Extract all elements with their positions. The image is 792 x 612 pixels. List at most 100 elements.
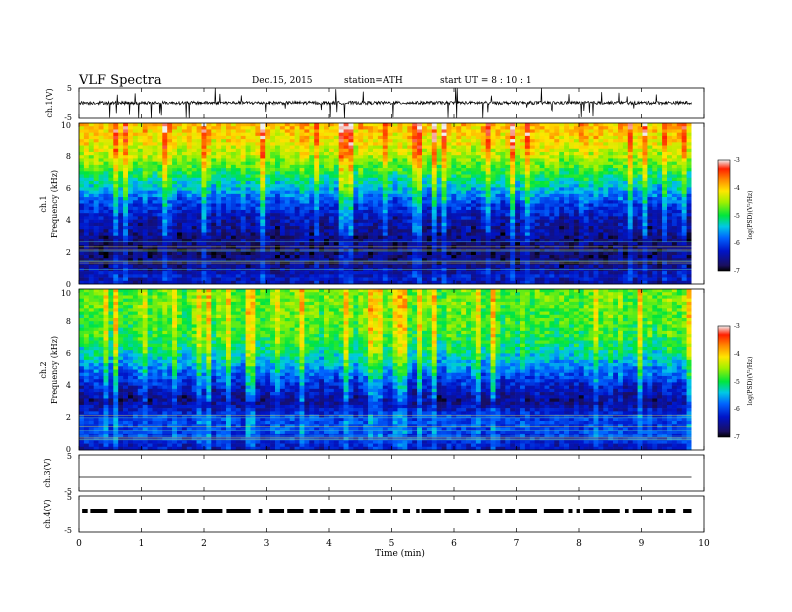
spectrogram-cell — [363, 139, 369, 143]
spectrogram-cell — [216, 142, 222, 146]
spectrogram-cell — [279, 251, 286, 256]
spectrogram-cell — [83, 229, 90, 233]
spectrogram-cell — [377, 219, 384, 224]
spectrogram-cell — [373, 132, 379, 137]
spectrogram-cell — [275, 209, 281, 214]
spectrogram-cell — [510, 203, 516, 208]
spectrogram-cell — [98, 200, 104, 204]
spectrogram-cell — [422, 277, 428, 282]
spectrogram-cell — [128, 184, 134, 188]
spectrogram-cell — [392, 267, 398, 272]
spectrogram-cell — [324, 222, 330, 227]
spectrogram-cell — [177, 251, 183, 256]
spectrogram-cell — [436, 129, 442, 133]
spectrogram-cell — [436, 226, 442, 230]
spectrogram-cell — [377, 139, 384, 143]
spectrogram-cell — [495, 222, 501, 227]
spectrogram-cell — [211, 135, 217, 140]
spectrogram-cell — [505, 248, 511, 253]
spectrogram-cell — [93, 145, 99, 150]
spectrogram-cell — [402, 274, 408, 278]
spectrogram-cell — [417, 174, 423, 179]
spectrogram-cell — [348, 216, 354, 220]
spectrogram-cell — [343, 135, 349, 140]
spectrogram-cell — [539, 251, 545, 256]
spectrogram-cell — [132, 187, 139, 191]
spectrogram-cell — [275, 200, 281, 204]
spectrogram-cell — [88, 197, 94, 201]
spectrogram-cell — [299, 145, 305, 150]
spectrogram-cell — [245, 216, 251, 220]
spectrogram-cell — [348, 135, 354, 140]
spectrogram-cell — [461, 139, 467, 143]
spectrogram-cell — [299, 168, 305, 172]
spectrogram-cell — [118, 139, 124, 143]
spectrogram-cell — [299, 255, 305, 259]
spectrogram-cell — [485, 229, 491, 233]
spectrogram-cell — [275, 184, 281, 188]
spectrogram-cell — [333, 161, 339, 166]
spectrogram-cell — [466, 187, 472, 191]
spectrogram-cell — [382, 200, 388, 204]
spectrogram-cell — [559, 216, 565, 220]
spectrogram-cell — [373, 255, 379, 259]
spectrogram-cell — [441, 158, 447, 162]
spectrogram-cell — [226, 123, 232, 127]
spectrogram-cell — [270, 206, 276, 211]
spectrogram-cell — [426, 155, 433, 159]
spectrogram-cell — [216, 151, 222, 156]
spectrogram-cell — [299, 242, 305, 246]
spectrogram-cell — [265, 129, 271, 133]
spectrogram-cell — [456, 213, 462, 217]
spectrogram-cell — [186, 219, 192, 224]
spectrogram-cell — [373, 151, 379, 156]
spectrogram-cell — [524, 126, 531, 130]
spectrogram-cell — [167, 242, 173, 246]
spectrogram-cell — [324, 132, 330, 137]
spectrogram-cell — [181, 238, 188, 243]
spectrogram-cell — [475, 222, 482, 227]
spectrogram-cell — [373, 177, 379, 182]
spectrogram-cell — [436, 164, 442, 169]
spectrogram-cell — [328, 190, 335, 195]
spectrogram-cell — [240, 232, 246, 236]
spectrogram-cell — [544, 184, 550, 188]
spectrogram-cell — [304, 145, 310, 150]
spectrogram-cell — [392, 123, 398, 127]
spectrogram-cell — [250, 164, 256, 169]
spectrogram-cell — [515, 177, 521, 182]
spectrogram-cell — [549, 245, 555, 249]
spectrogram-cell — [559, 164, 565, 169]
spectrogram-cell — [441, 255, 447, 259]
spectrogram-cell — [294, 148, 300, 153]
spectrogram-cell — [123, 251, 129, 256]
spectrogram-cell — [539, 180, 545, 185]
spectrogram-cell — [358, 216, 364, 220]
spectrogram-cell — [402, 129, 408, 133]
spectrogram-cell — [255, 200, 261, 204]
spectrogram-cell — [206, 135, 212, 140]
spectrogram-cell — [186, 193, 192, 198]
spectrogram-cell — [338, 148, 344, 153]
spectrogram-cell — [480, 135, 486, 140]
spectrogram-cell — [377, 164, 384, 169]
spectrogram-cell — [539, 242, 545, 246]
spectrogram-cell — [289, 267, 295, 272]
spectrogram-cell — [299, 151, 305, 156]
spectrogram-cell — [294, 180, 300, 185]
spectrogram-cell — [191, 238, 197, 243]
spectrogram-cell — [211, 226, 217, 230]
spectrogram-cell — [451, 277, 457, 282]
spectrogram-cell — [221, 255, 227, 259]
spectrogram-cell — [132, 171, 139, 175]
spectrogram-cell — [333, 190, 339, 195]
spectrogram-cell — [431, 145, 437, 150]
spectrogram-cell — [505, 174, 511, 179]
spectrogram-cell — [191, 155, 197, 159]
spectrogram-cell — [88, 255, 94, 259]
spectrogram-cell — [392, 264, 398, 269]
spectrogram-cell — [186, 190, 192, 195]
spectrogram-cell — [490, 148, 496, 153]
spectrogram-cell — [137, 238, 143, 243]
spectrogram-cell — [495, 274, 501, 278]
